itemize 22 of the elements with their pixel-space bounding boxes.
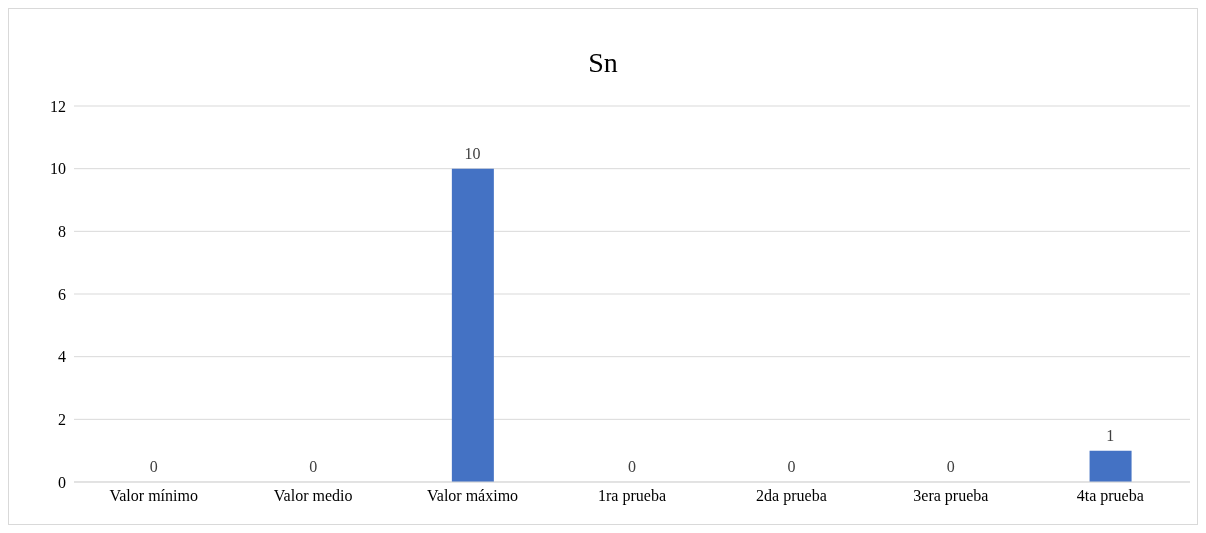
data-label: 1 — [1106, 426, 1115, 444]
data-label: 10 — [464, 144, 481, 162]
chart-title: Sn — [587, 47, 619, 79]
y-tick-label: 0 — [58, 473, 66, 491]
x-tick-label: 4ta prueba — [1076, 487, 1144, 506]
y-tick-label: 12 — [50, 97, 66, 115]
x-tick-label: Valor máximo — [427, 487, 519, 505]
data-label: 0 — [309, 458, 318, 475]
data-label: 0 — [149, 458, 158, 475]
y-tick-label: 10 — [50, 160, 66, 178]
y-tick-label: 2 — [58, 411, 66, 429]
data-label: 0 — [628, 458, 636, 475]
y-tick-label: 4 — [58, 348, 66, 366]
x-tick-label: Valor medio — [273, 487, 353, 505]
data-label: 0 — [787, 458, 796, 475]
x-tick-label: 1ra prueba — [598, 487, 666, 506]
data-label: 0 — [946, 458, 955, 475]
y-tick-label: 8 — [58, 223, 66, 241]
x-tick-label: 2da prueba — [756, 487, 827, 506]
x-tick-label: 3era prueba — [913, 487, 989, 506]
y-tick-label: 6 — [58, 285, 66, 303]
x-tick-label: Valor mínimo — [109, 487, 198, 505]
